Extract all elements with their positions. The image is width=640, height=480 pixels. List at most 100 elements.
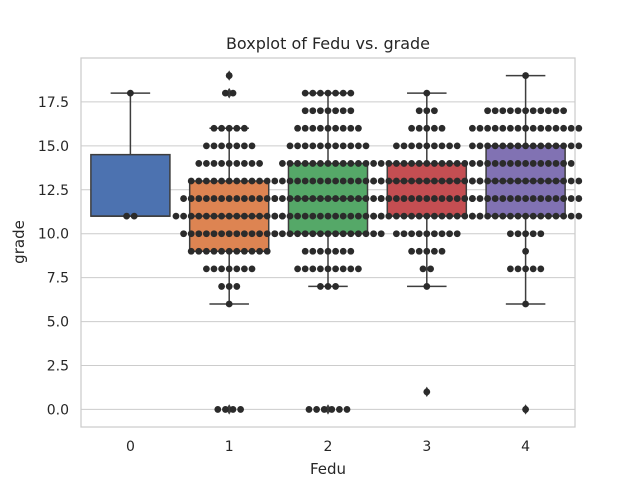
swarm-point xyxy=(491,107,499,115)
swarm-point xyxy=(537,160,545,167)
swarm-point xyxy=(408,124,415,132)
swarm-point xyxy=(438,160,446,167)
swarm-point xyxy=(241,160,248,167)
swarm-point xyxy=(339,265,347,273)
swarm-point xyxy=(210,177,218,185)
swarm-point xyxy=(537,142,545,150)
swarm-point xyxy=(187,247,195,255)
swarm-point xyxy=(332,160,339,167)
swarm-point xyxy=(218,212,226,220)
swarm-point xyxy=(438,247,446,255)
swarm-point xyxy=(248,142,256,150)
swarm-point xyxy=(491,212,499,220)
swarm-point xyxy=(484,124,491,132)
swarm-point xyxy=(545,212,552,220)
swarm-point xyxy=(301,89,309,97)
swarm-point xyxy=(309,142,317,150)
swarm-point xyxy=(286,160,294,167)
swarm-point xyxy=(400,230,408,238)
swarm-point xyxy=(324,177,332,185)
flier xyxy=(226,404,233,415)
swarm-point xyxy=(446,212,453,220)
swarm-point xyxy=(225,283,233,290)
swarm-point xyxy=(248,247,256,255)
swarm-points xyxy=(123,72,583,413)
swarm-point xyxy=(347,142,355,150)
swarm-point xyxy=(431,230,438,238)
swarm-point xyxy=(279,230,286,238)
swarm-point xyxy=(446,142,453,150)
swarm-point xyxy=(263,230,271,238)
swarm-point xyxy=(339,142,347,150)
swarm-point xyxy=(263,177,271,185)
swarm-point xyxy=(522,142,529,150)
swarm-point xyxy=(552,177,560,185)
swarm-point xyxy=(362,160,370,167)
swarm-point xyxy=(347,265,355,273)
swarm-point xyxy=(332,177,339,185)
swarm-point xyxy=(317,177,324,185)
swarm-point xyxy=(229,89,237,97)
swarm-point xyxy=(514,177,522,185)
swarm-point xyxy=(294,142,301,150)
swarm-point xyxy=(237,406,245,413)
swarm-point xyxy=(225,300,233,308)
swarm-point xyxy=(370,177,377,185)
swarm-point xyxy=(203,160,210,167)
swarm-point xyxy=(225,230,233,238)
swarm-point xyxy=(507,160,514,167)
swarm-point xyxy=(385,160,393,167)
swarm-point xyxy=(339,230,347,238)
swarm-point xyxy=(210,265,218,273)
swarm-point xyxy=(453,160,461,167)
swarm-point xyxy=(408,160,415,167)
swarm-point xyxy=(491,177,499,185)
swarm-point xyxy=(537,195,545,202)
swarm-point xyxy=(339,177,347,185)
swarm-point xyxy=(507,124,514,132)
swarm-point xyxy=(377,230,385,238)
swarm-point xyxy=(415,142,423,150)
swarm-point xyxy=(241,212,248,220)
swarm-point xyxy=(301,195,309,202)
swarm-point xyxy=(203,230,210,238)
swarm-point xyxy=(537,107,545,115)
swarm-point xyxy=(537,124,545,132)
swarm-point xyxy=(309,247,317,255)
swarm-point xyxy=(507,177,514,185)
swarm-point xyxy=(438,142,446,150)
swarm-point xyxy=(225,142,233,150)
swarm-point xyxy=(218,124,226,132)
swarm-point xyxy=(469,177,476,185)
swarm-point xyxy=(355,160,362,167)
swarm-point xyxy=(393,160,400,167)
swarm-point xyxy=(355,142,362,150)
swarm-point xyxy=(271,177,279,185)
x-tick-label: 4 xyxy=(521,439,530,455)
swarm-point xyxy=(575,142,583,150)
swarm-point xyxy=(423,212,431,220)
swarm-point xyxy=(248,265,256,273)
swarm-point xyxy=(355,212,362,220)
swarm-point xyxy=(393,195,400,202)
swarm-point xyxy=(233,142,241,150)
swarm-point xyxy=(225,160,233,167)
swarm-point xyxy=(347,212,355,220)
swarm-point xyxy=(339,195,347,202)
swarm-point xyxy=(453,142,461,150)
swarm-point xyxy=(225,72,233,79)
swarm-point xyxy=(393,142,400,150)
swarm-point xyxy=(332,124,339,132)
swarm-point xyxy=(560,142,567,150)
swarm-point xyxy=(256,177,263,185)
swarm-point xyxy=(263,212,271,220)
swarm-point xyxy=(225,195,233,202)
swarm-point xyxy=(225,177,233,185)
y-tick-label: 15.0 xyxy=(38,139,69,155)
swarm-point xyxy=(195,195,203,202)
swarm-point xyxy=(484,195,491,202)
swarm-point xyxy=(180,230,188,238)
swarm-point xyxy=(507,195,514,202)
swarm-point xyxy=(362,212,370,220)
swarm-point xyxy=(423,160,431,167)
